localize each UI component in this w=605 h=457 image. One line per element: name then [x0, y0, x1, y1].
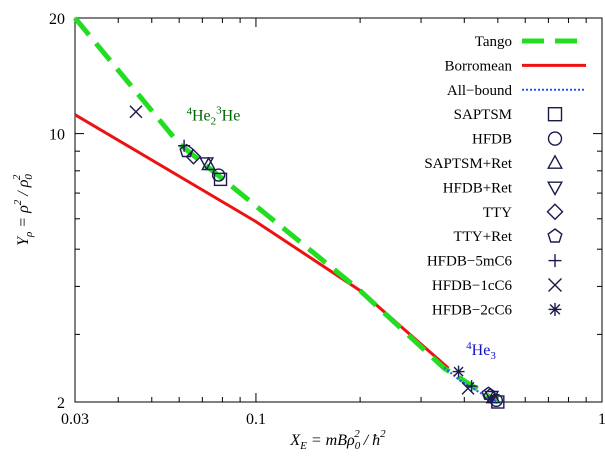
legend-marker-circle: [547, 131, 563, 146]
marker-circle: [211, 168, 226, 182]
series-lines: [73, 16, 500, 405]
annotations: 4He23He 4He3: [187, 104, 497, 362]
legend-label: TTY+Ret: [454, 229, 513, 245]
y-tick-label: 20: [49, 11, 65, 28]
legend-marker-diamond: [546, 203, 564, 221]
legend-item: TTY: [483, 203, 564, 221]
marker-triangle-up: [201, 156, 217, 171]
legend-label: Borromean: [445, 58, 513, 74]
legend-item: HFDB: [472, 131, 563, 148]
legend-label: HFDB−2cC6: [432, 302, 513, 318]
marker-triangle-down: [199, 157, 215, 171]
y-tick-label: 10: [49, 127, 65, 144]
x-tick-label: 0.1: [246, 411, 266, 428]
legend-item: SAPTSM: [454, 106, 563, 123]
legend-marker-plus: [548, 254, 562, 268]
legend: Tango Borromean All−bound SAPTSM HFDB SAPTSM+…: [424, 34, 586, 318]
legend-marker-cross: [548, 278, 562, 292]
legend-item: All−bound: [447, 83, 586, 99]
marker-diamond: [185, 148, 202, 165]
legend-marker-triangle-up: [547, 154, 563, 169]
legend-label: HFDB+Ret: [443, 180, 513, 196]
legend-item: SAPTSM+Ret: [424, 154, 563, 172]
legend-item: HFDB−2cC6: [432, 302, 562, 318]
marker-cross: [129, 105, 143, 119]
y-axis-label: Yρ = ρ2 / ρ02: [11, 174, 35, 246]
marker-plus: [465, 380, 478, 393]
legend-item: HFDB−5mC6: [427, 254, 562, 270]
x-tick-label: 1: [598, 411, 605, 428]
legend-label: TTY: [483, 205, 512, 221]
marker-star: [452, 365, 465, 378]
legend-label: All−bound: [447, 83, 513, 99]
legend-marker-triangle-down: [547, 181, 563, 196]
line-borromean: [74, 113, 450, 370]
legend-label: Tango: [475, 34, 512, 50]
axis-labels: XE = mBρ02 / ħ2 Yρ = ρ2 / ρ02: [11, 174, 386, 452]
legend-item: HFDB+Ret: [443, 180, 563, 196]
legend-label: HFDB−1cC6: [432, 278, 513, 294]
legend-label: HFDB: [472, 132, 512, 148]
series-markers: [129, 105, 505, 409]
legend-item: HFDB−1cC6: [432, 278, 562, 294]
legend-label: SAPTSM+Ret: [424, 156, 512, 172]
ticks: 2 10 20 0.03 0.1 1: [49, 11, 605, 428]
marker-plus: [178, 139, 191, 152]
line-tango: [73, 16, 500, 405]
y-tick-label: 2: [57, 395, 65, 412]
x-axis-label: XE = mBρ02 / ħ2: [289, 428, 386, 452]
legend-marker-star: [548, 302, 562, 316]
legend-label: HFDB−5mC6: [427, 254, 513, 270]
plot-frame: [74, 17, 603, 403]
legend-item: TTY+Ret: [454, 228, 563, 245]
marker-pentagon: [179, 143, 194, 158]
legend-marker-square: [547, 106, 563, 122]
legend-item: Tango: [475, 34, 586, 50]
annotation-label: 4He3: [466, 340, 496, 362]
marker-pentagon: [481, 386, 496, 400]
legend-label: SAPTSM: [454, 107, 512, 123]
x-tick-label: 0.03: [61, 411, 89, 428]
legend-item: Borromean: [445, 58, 586, 74]
marker-cross: [461, 381, 475, 395]
annotation-label: 4He23He: [187, 104, 241, 127]
legend-marker-pentagon: [547, 228, 563, 243]
